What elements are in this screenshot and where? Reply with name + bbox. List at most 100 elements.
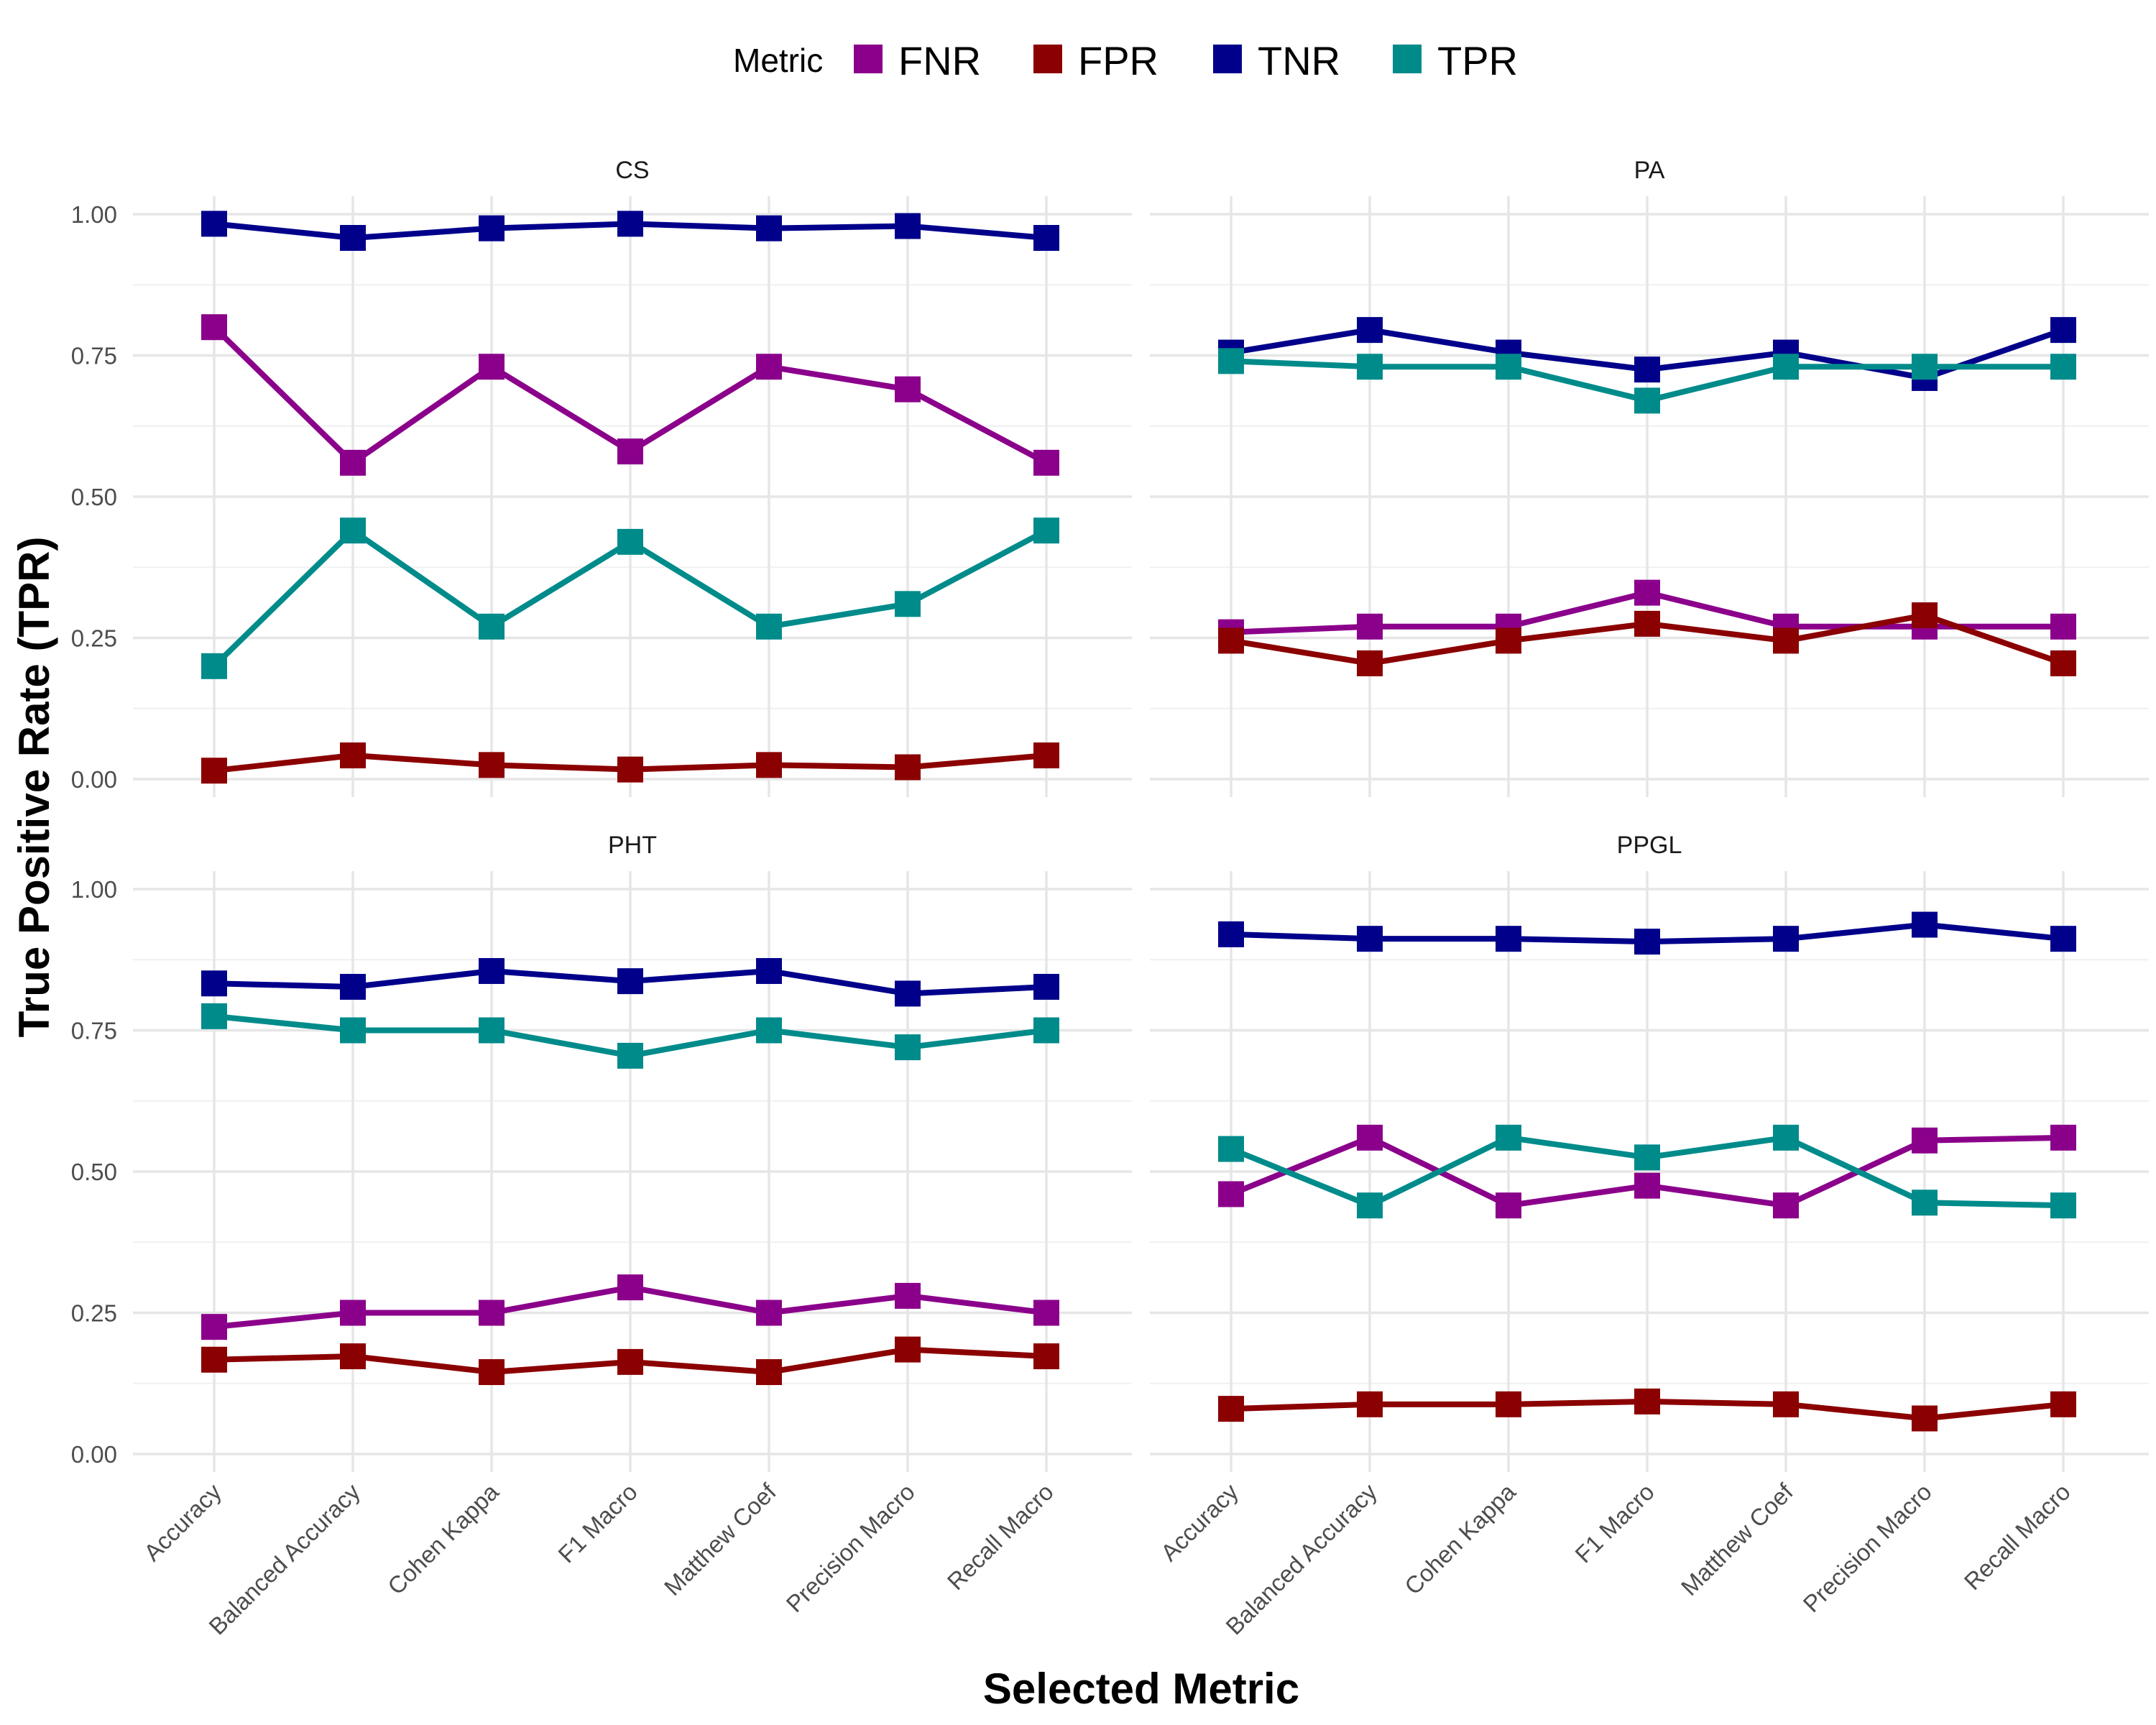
data-point-tpr bbox=[201, 653, 227, 679]
x-tick-label: Accuracy bbox=[1156, 1478, 1243, 1565]
data-point-fnr bbox=[617, 1274, 643, 1301]
data-point-tpr bbox=[1773, 1124, 1799, 1151]
data-point-tpr bbox=[2050, 1192, 2076, 1219]
data-point-fpr bbox=[1033, 742, 1059, 768]
data-point-tpr bbox=[1357, 354, 1383, 380]
panel-pa: PA bbox=[1150, 157, 2149, 797]
data-point-fpr bbox=[756, 752, 782, 778]
data-point-tpr bbox=[1033, 518, 1059, 544]
data-point-fpr bbox=[1634, 1388, 1660, 1414]
legend-key-fpr bbox=[1033, 45, 1062, 73]
data-point-tpr bbox=[340, 1017, 366, 1044]
data-point-fpr bbox=[1357, 1391, 1383, 1417]
data-point-fnr bbox=[201, 1314, 227, 1340]
data-point-fpr bbox=[479, 1359, 505, 1386]
legend: Metric FNR FPR TNR TPR bbox=[733, 38, 1518, 83]
data-point-fpr bbox=[1033, 1343, 1059, 1370]
y-tick-label: 1.00 bbox=[71, 876, 117, 903]
data-point-tpr bbox=[1218, 1136, 1244, 1162]
data-point-tnr bbox=[201, 211, 227, 237]
data-point-tpr bbox=[340, 518, 366, 544]
data-point-fnr bbox=[201, 314, 227, 341]
data-point-tnr bbox=[1033, 225, 1059, 252]
data-point-fnr bbox=[340, 1300, 366, 1326]
x-tick-label: Precision Macro bbox=[781, 1478, 920, 1617]
data-point-fnr bbox=[2050, 613, 2076, 640]
data-point-tpr bbox=[2050, 354, 2076, 380]
data-point-tnr bbox=[340, 973, 366, 1000]
data-point-fnr bbox=[1033, 1300, 1059, 1326]
data-point-fpr bbox=[1496, 1391, 1521, 1417]
y-axis-title: True Positive Rate (TPR) bbox=[10, 537, 58, 1038]
data-point-tnr bbox=[479, 215, 505, 242]
data-point-tpr bbox=[895, 591, 921, 617]
legend-key-fnr bbox=[854, 45, 883, 73]
data-point-tpr bbox=[1033, 1017, 1059, 1044]
data-point-tnr bbox=[1033, 973, 1059, 1000]
legend-label-fpr: FPR bbox=[1078, 38, 1158, 83]
y-tick-label: 0.00 bbox=[71, 1441, 117, 1468]
y-tick-label: 0.25 bbox=[71, 1300, 117, 1327]
legend-key-tpr bbox=[1393, 45, 1422, 73]
data-point-tnr bbox=[1912, 911, 1938, 938]
data-point-tpr bbox=[479, 1017, 505, 1044]
data-point-fpr bbox=[1634, 610, 1660, 637]
x-tick-label: F1 Macro bbox=[553, 1478, 642, 1568]
data-point-tnr bbox=[2050, 317, 2076, 344]
panel-title-pa: PA bbox=[1634, 157, 1665, 184]
legend-title: Metric bbox=[733, 42, 823, 79]
legend-key-tnr bbox=[1213, 45, 1242, 73]
data-point-fpr bbox=[1218, 1396, 1244, 1422]
legend-label-tpr: TPR bbox=[1437, 38, 1518, 83]
data-point-tpr bbox=[479, 613, 505, 640]
y-tick-label: 0.50 bbox=[71, 1159, 117, 1185]
data-point-tpr bbox=[1912, 354, 1938, 380]
x-tick-label: Balanced Accuracy bbox=[203, 1478, 365, 1639]
data-point-fnr bbox=[1634, 579, 1660, 606]
data-point-fpr bbox=[895, 1336, 921, 1363]
data-point-tpr bbox=[1496, 354, 1521, 380]
data-point-fpr bbox=[1218, 627, 1244, 654]
data-point-fnr bbox=[340, 449, 366, 476]
data-point-fnr bbox=[1496, 1192, 1521, 1219]
data-point-tnr bbox=[617, 968, 643, 995]
x-tick-label: Matthew Coef bbox=[1676, 1478, 1799, 1601]
data-point-tnr bbox=[479, 957, 505, 984]
panel-pht: PHT 0.00 0.25 0.50 0.75 1.00 AccuracyBalanced … bbox=[71, 832, 1132, 1639]
data-point-fnr bbox=[1634, 1172, 1660, 1199]
data-point-tpr bbox=[1357, 1192, 1383, 1219]
data-point-tpr bbox=[1218, 348, 1244, 374]
y-tick-label: 0.50 bbox=[71, 484, 117, 510]
data-point-tnr bbox=[617, 211, 643, 237]
data-point-tnr bbox=[756, 215, 782, 242]
data-point-tnr bbox=[1634, 356, 1660, 383]
data-point-fnr bbox=[1218, 1181, 1244, 1208]
data-point-tnr bbox=[1634, 929, 1660, 955]
x-tick-label: Cohen Kappa bbox=[382, 1478, 504, 1599]
legend-label-tnr: TNR bbox=[1258, 38, 1340, 83]
y-tick-label: 0.75 bbox=[71, 343, 117, 369]
data-point-tpr bbox=[756, 1017, 782, 1044]
data-point-fnr bbox=[2050, 1124, 2076, 1151]
data-point-fnr bbox=[479, 354, 505, 380]
data-point-fpr bbox=[2050, 1391, 2076, 1417]
data-point-fpr bbox=[2050, 650, 2076, 676]
x-tick-label: Recall Macro bbox=[942, 1478, 1059, 1595]
data-point-tnr bbox=[1357, 926, 1383, 952]
x-tick-label: Precision Macro bbox=[1798, 1478, 1937, 1617]
data-point-tnr bbox=[1496, 926, 1521, 952]
data-point-fnr bbox=[1033, 449, 1059, 476]
data-point-fnr bbox=[617, 438, 643, 465]
panel-title-pht: PHT bbox=[608, 832, 657, 859]
data-point-fnr bbox=[479, 1300, 505, 1326]
x-tick-label: Matthew Coef bbox=[659, 1478, 782, 1601]
data-point-fpr bbox=[1773, 1391, 1799, 1417]
data-point-tnr bbox=[201, 970, 227, 997]
data-point-fnr bbox=[1773, 1192, 1799, 1219]
data-point-tpr bbox=[1496, 1124, 1521, 1151]
data-point-tnr bbox=[1357, 317, 1383, 344]
data-point-fpr bbox=[201, 1346, 227, 1373]
x-tick-label: Accuracy bbox=[139, 1478, 226, 1565]
